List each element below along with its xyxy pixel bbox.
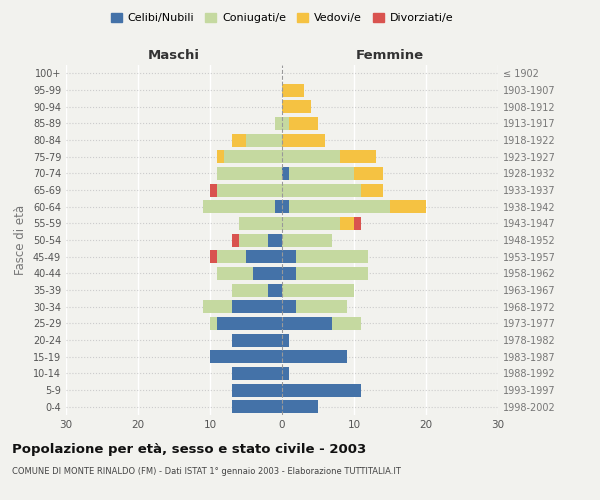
Bar <box>282 250 296 263</box>
Bar <box>246 250 282 263</box>
Bar <box>296 250 368 263</box>
Bar <box>210 250 217 263</box>
Text: Popolazione per età, sesso e stato civile - 2003: Popolazione per età, sesso e stato civil… <box>12 442 366 456</box>
Bar <box>282 334 289 346</box>
Bar <box>282 234 332 246</box>
Bar <box>224 150 282 163</box>
Bar <box>217 150 224 163</box>
Bar <box>390 200 426 213</box>
Bar <box>268 234 282 246</box>
Bar <box>217 184 282 196</box>
Bar <box>282 100 311 113</box>
Bar <box>232 134 246 146</box>
Text: Maschi: Maschi <box>148 48 200 62</box>
Bar <box>232 284 268 296</box>
Bar <box>282 267 296 280</box>
Bar <box>296 267 368 280</box>
Bar <box>282 384 361 396</box>
Bar <box>275 117 282 130</box>
Bar <box>217 250 246 263</box>
Bar <box>332 317 361 330</box>
Bar <box>282 367 289 380</box>
Bar <box>210 350 282 363</box>
Bar <box>296 300 347 313</box>
Bar <box>232 367 282 380</box>
Bar <box>239 234 268 246</box>
Bar <box>268 284 282 296</box>
Bar <box>246 134 282 146</box>
Bar <box>289 200 390 213</box>
Bar <box>210 184 217 196</box>
Y-axis label: Fasce di età: Fasce di età <box>14 205 27 275</box>
Bar <box>203 200 275 213</box>
Bar <box>253 267 282 280</box>
Bar <box>282 167 289 180</box>
Legend: Celibi/Nubili, Coniugati/e, Vedovi/e, Divorziati/e: Celibi/Nubili, Coniugati/e, Vedovi/e, Di… <box>106 8 458 28</box>
Bar <box>340 217 354 230</box>
Bar <box>282 134 325 146</box>
Bar <box>232 234 239 246</box>
Bar <box>282 200 289 213</box>
Bar <box>232 384 282 396</box>
Bar <box>232 300 282 313</box>
Bar <box>354 167 383 180</box>
Bar <box>282 184 361 196</box>
Bar <box>354 217 361 230</box>
Bar <box>282 150 340 163</box>
Bar <box>210 317 217 330</box>
Bar <box>282 84 304 96</box>
Bar <box>232 334 282 346</box>
Bar <box>289 117 318 130</box>
Bar <box>282 317 332 330</box>
Bar <box>340 150 376 163</box>
Bar <box>282 400 318 413</box>
Bar <box>275 200 282 213</box>
Bar <box>217 267 253 280</box>
Bar <box>217 167 282 180</box>
Bar <box>203 300 232 313</box>
Bar <box>282 284 354 296</box>
Bar <box>282 350 347 363</box>
Bar <box>282 300 296 313</box>
Bar <box>282 217 340 230</box>
Bar <box>361 184 383 196</box>
Text: COMUNE DI MONTE RINALDO (FM) - Dati ISTAT 1° gennaio 2003 - Elaborazione TUTTITA: COMUNE DI MONTE RINALDO (FM) - Dati ISTA… <box>12 468 401 476</box>
Bar <box>239 217 282 230</box>
Bar <box>232 400 282 413</box>
Bar <box>289 167 354 180</box>
Text: Femmine: Femmine <box>356 48 424 62</box>
Bar <box>217 317 282 330</box>
Bar <box>282 117 289 130</box>
